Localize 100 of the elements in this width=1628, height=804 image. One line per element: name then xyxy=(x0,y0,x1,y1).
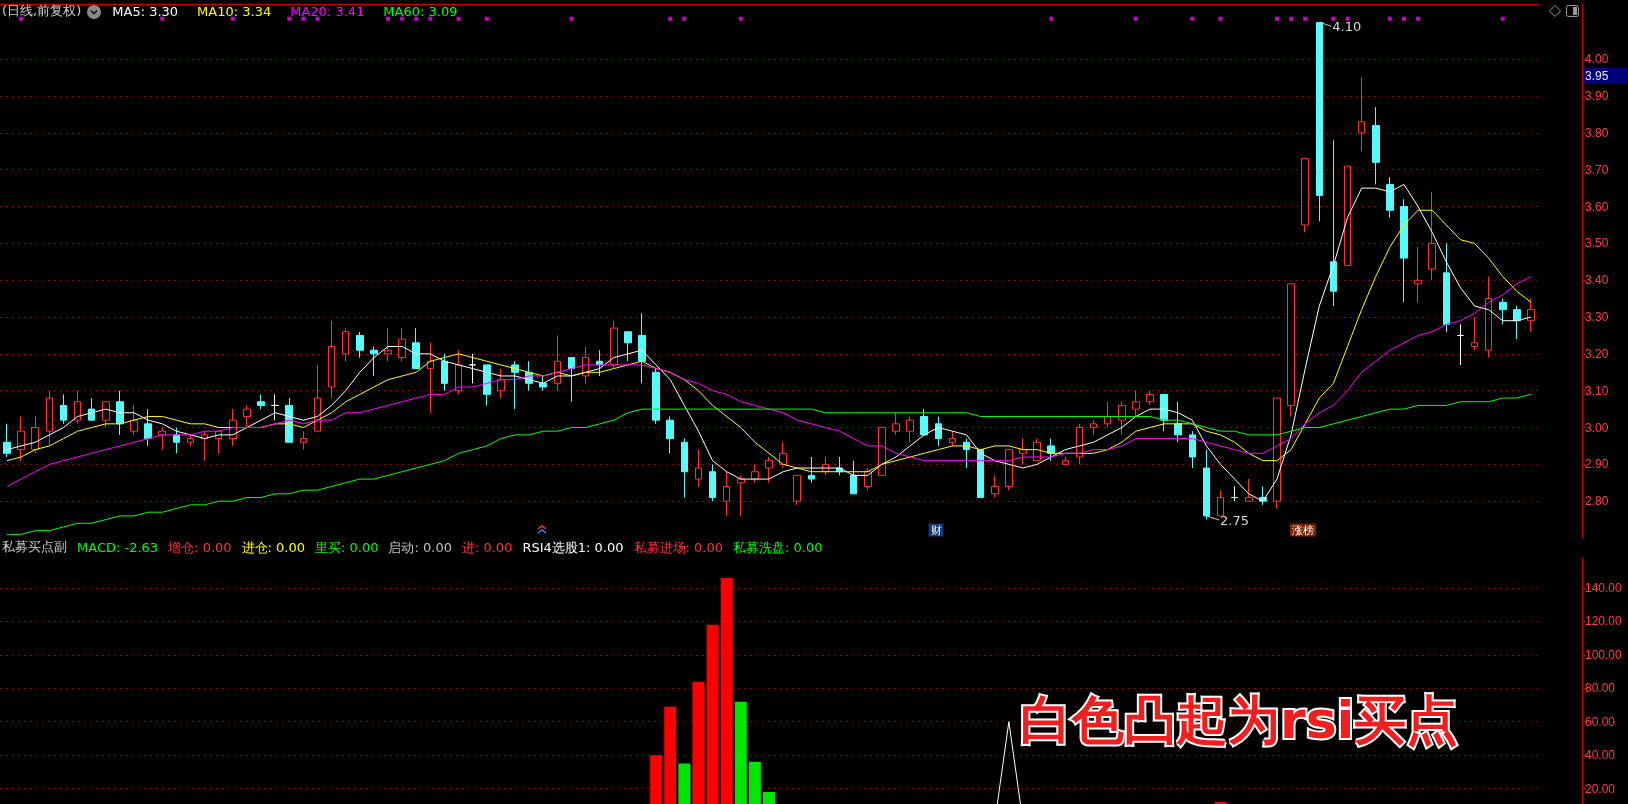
candlestick xyxy=(441,353,448,392)
candlestick xyxy=(271,393,279,421)
text: MA20: 3.41 xyxy=(290,3,365,19)
candlestick xyxy=(666,415,674,454)
candlestick xyxy=(1316,21,1323,222)
candlestick xyxy=(1076,423,1083,465)
candlestick xyxy=(1174,401,1182,443)
candlestick xyxy=(1245,478,1253,502)
candlestick xyxy=(384,327,392,362)
annotation: 2.75 xyxy=(1220,512,1249,528)
candlestick xyxy=(257,393,265,410)
candlestick xyxy=(935,415,942,447)
candlestick xyxy=(864,467,872,491)
candlestick xyxy=(300,430,307,451)
candlestick xyxy=(850,460,857,495)
candlestick xyxy=(568,357,575,403)
candlestick xyxy=(187,434,194,447)
candlestick xyxy=(1457,323,1464,366)
candlestick xyxy=(920,408,928,436)
candlestick xyxy=(116,390,124,436)
text: 进: 0.00 xyxy=(461,539,513,555)
candlestick xyxy=(638,312,646,384)
y-tick-label: 80.00 xyxy=(1585,681,1616,696)
text: MACD: -2.63 xyxy=(77,539,159,555)
candlestick xyxy=(1358,77,1365,152)
candlestick xyxy=(737,474,745,517)
candlestick xyxy=(1428,191,1436,281)
y-tick-label: 3.00 xyxy=(1585,420,1609,435)
y-tick-label: 3.60 xyxy=(1585,199,1609,214)
text: MA10: 3.34 xyxy=(197,3,272,19)
annotation: 涨榜 xyxy=(1292,523,1314,537)
candlestick xyxy=(1005,449,1013,491)
y-tick-label: 3.30 xyxy=(1585,310,1609,325)
annotation: 4.10 xyxy=(1332,18,1362,34)
candlestick xyxy=(906,415,914,443)
candlestick xyxy=(1400,198,1408,303)
candlestick xyxy=(1499,298,1507,325)
candlestick xyxy=(949,430,956,447)
candlestick xyxy=(1414,246,1422,303)
candlestick xyxy=(1160,393,1168,432)
candlestick xyxy=(723,471,730,517)
candlestick xyxy=(328,320,335,399)
annotation: 财 xyxy=(930,523,942,537)
candlestick xyxy=(1330,139,1337,307)
text: RSI4选股1: 0.00 xyxy=(522,539,624,555)
text: 3.95 xyxy=(1585,69,1609,83)
candlestick xyxy=(991,474,999,498)
candlestick xyxy=(1146,390,1154,406)
candlestick xyxy=(370,346,378,377)
candlestick xyxy=(1217,489,1224,517)
candlestick xyxy=(1344,165,1351,266)
y-tick-label: 3.50 xyxy=(1585,236,1609,251)
y-tick-label: 3.90 xyxy=(1585,89,1609,104)
candlestick xyxy=(497,368,505,399)
candlestick xyxy=(1372,106,1380,185)
y-tick-label: 3.80 xyxy=(1585,125,1609,140)
candlestick xyxy=(173,427,180,454)
candlestick xyxy=(808,456,815,484)
candlestick xyxy=(695,449,702,487)
candlestick xyxy=(1203,449,1210,521)
line-series xyxy=(6,209,1532,473)
candlestick xyxy=(1443,242,1450,333)
candlestick xyxy=(1047,438,1055,462)
y-tick-label: 120.00 xyxy=(1585,614,1623,629)
y-tick-label: 4.00 xyxy=(1585,52,1609,67)
candlestick xyxy=(681,438,688,498)
y-tick-label: 100.00 xyxy=(1585,647,1623,662)
candlestick xyxy=(1104,401,1111,429)
annotation: 白色凸起为rsi买点 xyxy=(1020,690,1459,750)
candlestick xyxy=(243,404,251,429)
candlestick xyxy=(427,342,434,414)
y-tick-label: 20.00 xyxy=(1585,781,1616,796)
candlestick xyxy=(342,327,349,362)
text: 私募进场: 0.00 xyxy=(633,539,723,555)
chart-title: (日线,前复权) xyxy=(2,3,82,18)
candlestick xyxy=(469,353,476,384)
chart-title: 私募买点副 xyxy=(2,539,67,554)
candlestick xyxy=(483,364,491,406)
candlestick xyxy=(892,412,900,436)
candlestick xyxy=(1527,298,1535,333)
y-tick-label: 2.90 xyxy=(1585,457,1609,472)
y-tick-label: 3.10 xyxy=(1585,383,1609,398)
candlestick xyxy=(1189,430,1196,469)
candlestick xyxy=(60,393,67,425)
candlestick xyxy=(539,375,547,392)
candlestick xyxy=(765,456,773,484)
candlestick xyxy=(398,327,406,362)
candlestick xyxy=(1513,305,1521,340)
candlestick xyxy=(1471,316,1478,351)
candlestick xyxy=(46,390,53,447)
y-tick-label: 3.70 xyxy=(1585,162,1609,177)
candlestick xyxy=(1386,176,1394,219)
y-tick-label: 2.80 xyxy=(1585,494,1609,509)
line-series xyxy=(6,393,1532,535)
line-series xyxy=(6,276,1532,487)
candlestick xyxy=(1301,158,1309,233)
text: 启动: 0.00 xyxy=(388,539,452,555)
candlestick xyxy=(1287,283,1295,417)
candlestick xyxy=(455,349,462,395)
candlestick xyxy=(3,423,11,458)
